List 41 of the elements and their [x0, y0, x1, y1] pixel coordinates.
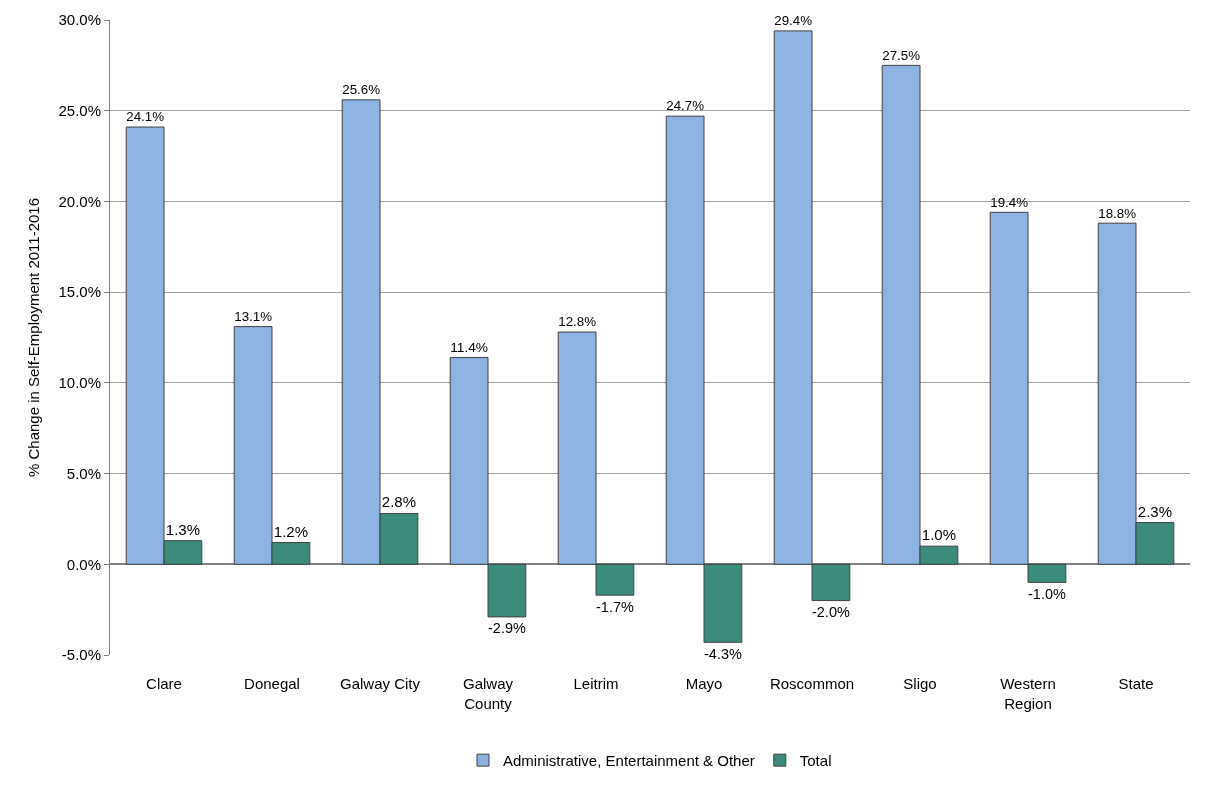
data-label: 24.7%: [666, 98, 705, 114]
x-tick-label: Western Region: [1000, 675, 1056, 712]
data-label: 29.4%: [774, 13, 813, 29]
y-tick-label: 0.0%: [66, 555, 101, 573]
data-label: -1.0%: [1028, 585, 1066, 602]
data-label: 1.3%: [165, 520, 200, 538]
data-label: 27.5%: [882, 47, 921, 63]
data-label: -2.0%: [812, 604, 850, 621]
y-tick-label: 20.0%: [58, 192, 101, 210]
y-tick-label: 30.0%: [58, 11, 101, 29]
data-label: 24.1%: [126, 109, 165, 125]
data-label: 18.8%: [1098, 205, 1137, 221]
data-label: -1.7%: [596, 598, 634, 615]
y-tick-label: 25.0%: [58, 101, 101, 119]
legend-label: Total: [799, 752, 832, 769]
data-label: 2.8%: [381, 493, 416, 511]
data-label: 1.2%: [273, 522, 308, 540]
y-axis-title: % Change in Self-Employment 2011-2016: [24, 197, 42, 478]
y-tick-label: 10.0%: [58, 374, 101, 392]
data-label: 19.4%: [990, 194, 1029, 210]
y-tick-label: 15.0%: [58, 283, 101, 301]
data-label: 2.3%: [1137, 502, 1172, 520]
x-tick-label: Donegal: [244, 675, 300, 692]
x-tick-label: Mayo: [685, 675, 723, 692]
x-tick-label: Sligo: [903, 675, 937, 692]
data-label: 12.8%: [558, 314, 597, 330]
data-label: 11.4%: [450, 339, 488, 355]
data-label: 13.1%: [234, 308, 273, 324]
x-tick-label: Galway County: [462, 675, 514, 712]
data-label: 25.6%: [342, 82, 381, 98]
x-tick-label: Clare: [146, 675, 182, 692]
y-tick-label: 5.0%: [66, 464, 101, 482]
x-tick-label: Roscommon: [769, 675, 855, 692]
data-label: 1.0%: [921, 526, 956, 544]
data-label: -2.9%: [488, 620, 526, 637]
x-tick-label: State: [1118, 675, 1154, 692]
x-tick-label: Galway City: [339, 675, 421, 692]
data-label: -4.3%: [704, 645, 742, 662]
legend-label: Administrative, Entertainment & Other: [503, 752, 755, 769]
y-tick-label: -5.0%: [61, 646, 101, 664]
x-tick-label: Leitrim: [573, 675, 619, 692]
